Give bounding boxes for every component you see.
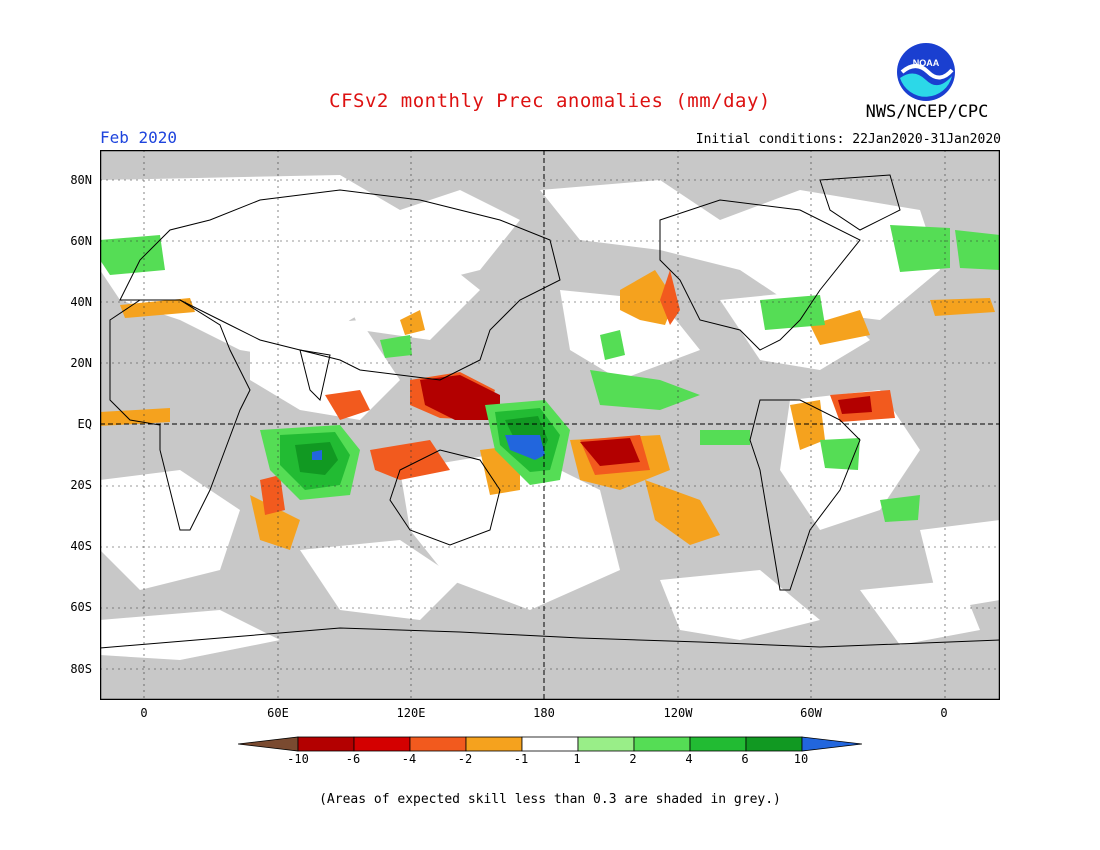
noaa-logo: NOAA [897,43,955,101]
color-scale-cell [465,736,523,752]
color-scale-cell [745,736,803,752]
noaa-logo-text: NOAA [913,58,940,68]
lon-label: 120W [663,706,693,720]
color-scale-label: 1 [573,752,581,766]
color-scale-cell [297,736,355,752]
color-scale-label: 4 [685,752,693,766]
color-scale-label: -10 [287,752,309,766]
color-scale-label: -2 [457,752,473,766]
coastlines [100,174,1000,649]
lon-label: 120E [396,706,426,720]
lat-label: 40S [70,539,92,553]
lat-label: 80N [70,173,92,187]
lon-label: 180 [533,706,555,720]
lat-label: 60S [70,600,92,614]
color-scale-cell [689,736,747,752]
color-scale-cell [633,736,691,752]
initial-conditions: Initial conditions: 22Jan2020-31Jan2020 [695,132,1001,147]
color-scale-label: -1 [513,752,529,766]
lon-label: 60W [800,706,822,720]
agency-label: NWS/NCEP/CPC [865,102,989,122]
skill-note: (Areas of expected skill less than 0.3 a… [319,792,781,807]
lon-label: 0 [140,706,148,720]
color-scale-label: 6 [741,752,749,766]
lat-label: 60N [70,234,92,248]
lon-label: 60E [267,706,289,720]
forecast-month: Feb 2020 [100,128,178,147]
color-scale-cell [577,736,635,752]
color-scale-bar [238,736,862,752]
lat-label: 80S [70,662,92,676]
color-scale-label: -4 [401,752,417,766]
color-scale-cell [521,736,579,752]
color-scale-cap-right [801,736,862,752]
color-scale-label: 2 [629,752,637,766]
lat-label: 20N [70,356,92,370]
lat-label: 20S [70,478,92,492]
grid-lines [100,150,1000,700]
dry-anomaly-dark-red [420,375,872,466]
wet-anomaly-blue [312,435,545,460]
lat-label: EQ [77,417,92,431]
color-scale-cell [409,736,467,752]
map-title: CFSv2 monthly Prec anomalies (mm/day) [329,90,771,112]
lon-label: 0 [940,706,948,720]
precip-anomaly-map [100,150,1000,700]
color-scale-label: 10 [793,752,809,766]
lat-label: 40N [70,295,92,309]
color-scale-cap-left [238,736,299,752]
color-scale-label: -6 [345,752,361,766]
color-scale-cell [353,736,411,752]
equator-dateline [100,150,1000,700]
